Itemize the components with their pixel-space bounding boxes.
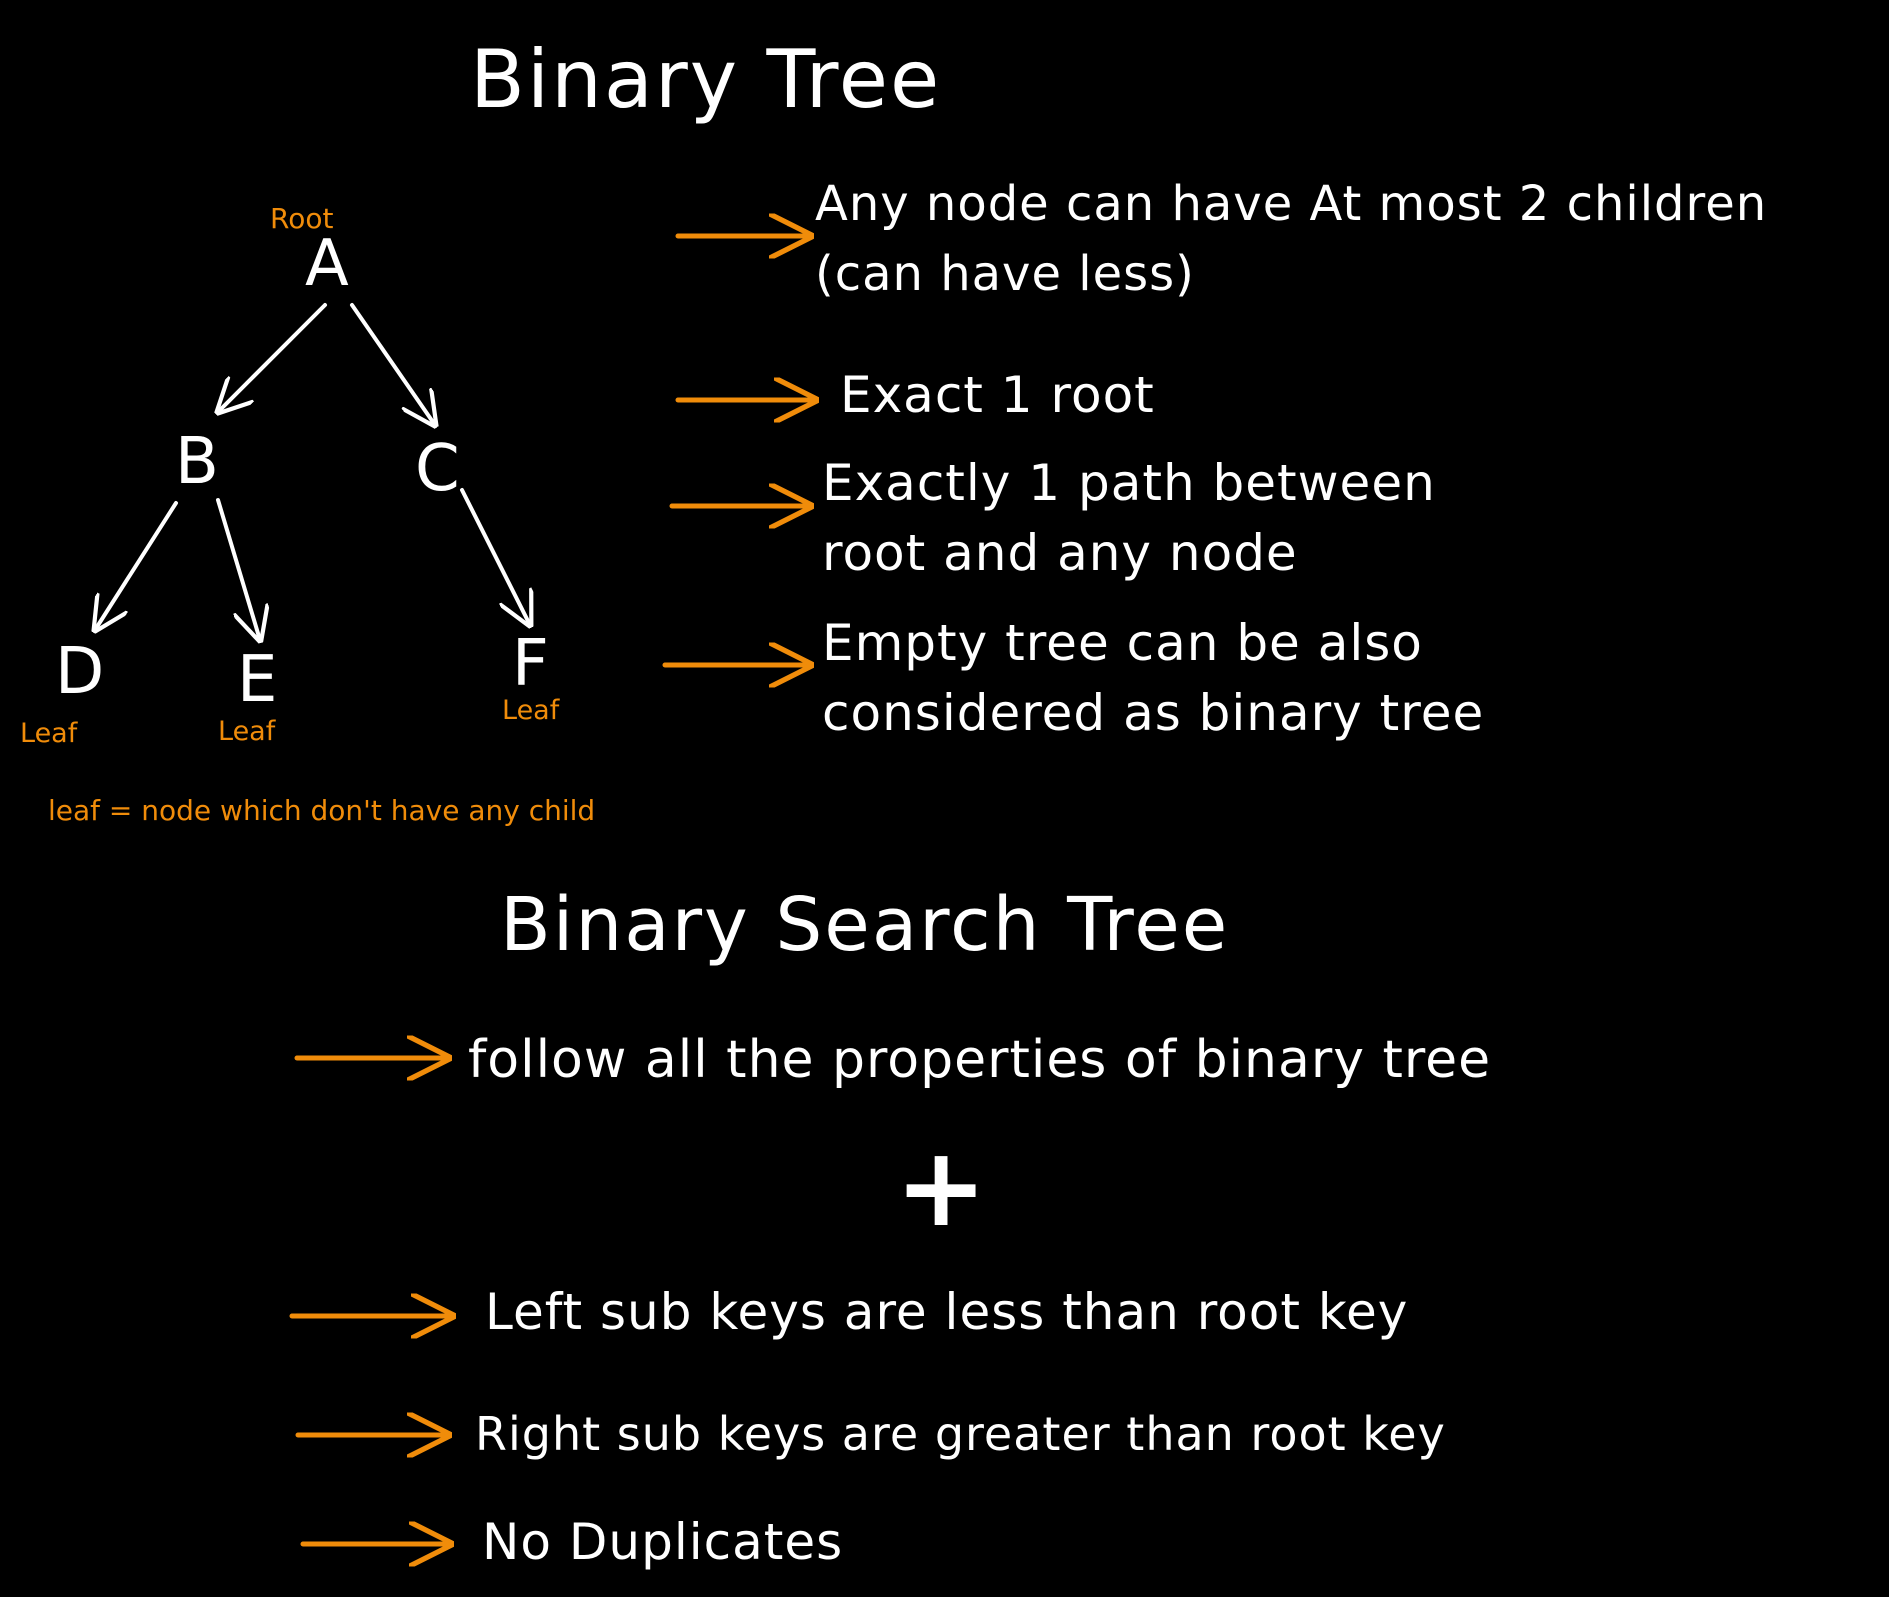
bt-property-4-line-2: considered as binary tree xyxy=(822,684,1485,742)
node-f: F xyxy=(512,627,549,701)
bt-property-1-line-2: (can have less) xyxy=(815,246,1195,302)
bt-property-3-line-1: Exactly 1 path between xyxy=(822,454,1436,512)
edge-c-f xyxy=(460,488,530,625)
root-label: Root xyxy=(270,202,334,235)
bt-property-2: Exact 1 root xyxy=(840,366,1155,424)
bst-title: Binary Search Tree xyxy=(500,882,1230,968)
bst-rule-3: No Duplicates xyxy=(482,1513,844,1571)
leaf-label-d: Leaf xyxy=(20,718,78,749)
bst-rule-1: Left sub keys are less than root key xyxy=(485,1283,1409,1341)
node-e: E xyxy=(237,643,278,717)
bst-intro: follow all the properties of binary tree xyxy=(468,1030,1492,1090)
bt-property-4-line-1: Empty tree can be also xyxy=(822,614,1423,672)
binary-tree-title: Binary Tree xyxy=(470,33,942,126)
bt-property-1-line-1: Any node can have At most 2 children xyxy=(815,176,1768,232)
node-b: B xyxy=(175,425,219,499)
edge-a-c xyxy=(350,303,435,425)
node-c: C xyxy=(415,432,460,506)
node-d: D xyxy=(55,635,105,709)
bt-property-3-line-2: root and any node xyxy=(822,524,1298,582)
edge-b-e xyxy=(216,498,260,640)
leaf-label-f: Leaf xyxy=(502,695,560,726)
edge-b-d xyxy=(95,501,178,630)
leaf-definition: leaf = node which don't have any child xyxy=(48,794,596,827)
bst-rule-2: Right sub keys are greater than root key xyxy=(475,1407,1446,1461)
leaf-label-e: Leaf xyxy=(218,716,276,747)
plus-sign: + xyxy=(895,1123,988,1251)
edge-a-b xyxy=(218,303,327,412)
node-a: A xyxy=(305,227,349,301)
